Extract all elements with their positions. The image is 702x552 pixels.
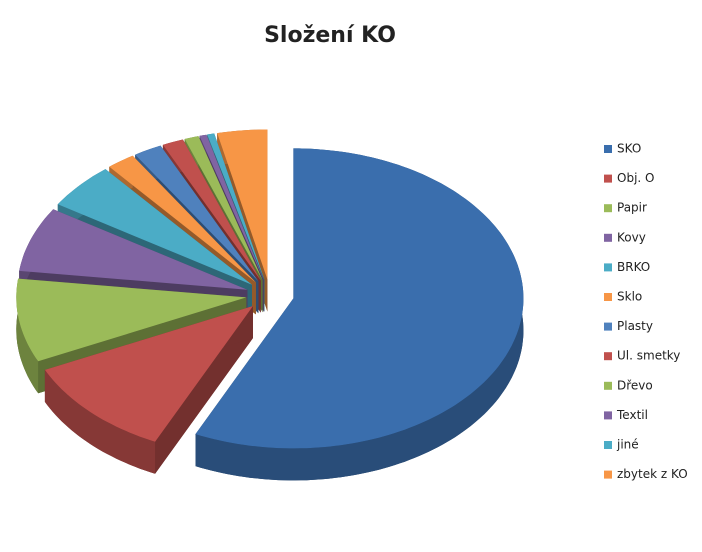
legend-label: SKO — [617, 142, 641, 156]
legend-swatch — [604, 322, 612, 331]
slice-top — [199, 134, 264, 280]
legend-swatch — [604, 204, 612, 213]
slice-top — [162, 139, 261, 281]
slice-top — [195, 148, 524, 449]
legend-swatch — [604, 352, 612, 361]
legend-swatch — [604, 411, 612, 420]
legend-label: Papir — [617, 201, 647, 215]
slice-top — [207, 133, 265, 280]
slice-side — [16, 278, 39, 394]
slice-top — [135, 145, 259, 282]
legend-swatch — [604, 470, 612, 479]
legend-swatch — [604, 381, 612, 390]
legend-swatch — [604, 233, 612, 242]
slice-side — [155, 306, 253, 474]
legend-swatch — [604, 293, 612, 301]
legend-swatch — [604, 145, 612, 153]
slice — [44, 306, 254, 474]
legend-swatch — [604, 441, 612, 449]
legend-label: Sklo — [617, 290, 642, 304]
slice-top — [217, 129, 268, 280]
slice-side — [195, 148, 524, 481]
slice-top — [57, 169, 252, 285]
legend-label: zbytek z KO — [617, 467, 688, 481]
legend-label: Kovy — [617, 230, 646, 244]
slice-top — [19, 209, 248, 290]
legend-label: Dřevo — [617, 378, 653, 392]
slice-side — [44, 369, 156, 474]
legend-label: BRKO — [617, 260, 650, 274]
slice-top — [44, 306, 254, 442]
slice — [195, 148, 524, 481]
slice-top — [184, 136, 263, 281]
legend-label: Textil — [616, 408, 648, 422]
legend-swatch — [604, 174, 612, 183]
legend-label: Ul. smetky — [617, 349, 680, 363]
legend-label: jiné — [616, 438, 639, 452]
slice-top — [16, 278, 247, 362]
slice-top — [109, 155, 256, 283]
legend-swatch — [604, 263, 612, 272]
chart-title: Složení KO — [264, 23, 396, 48]
legend-label: Plasty — [617, 319, 653, 333]
legend-label: Obj. O — [617, 171, 654, 185]
